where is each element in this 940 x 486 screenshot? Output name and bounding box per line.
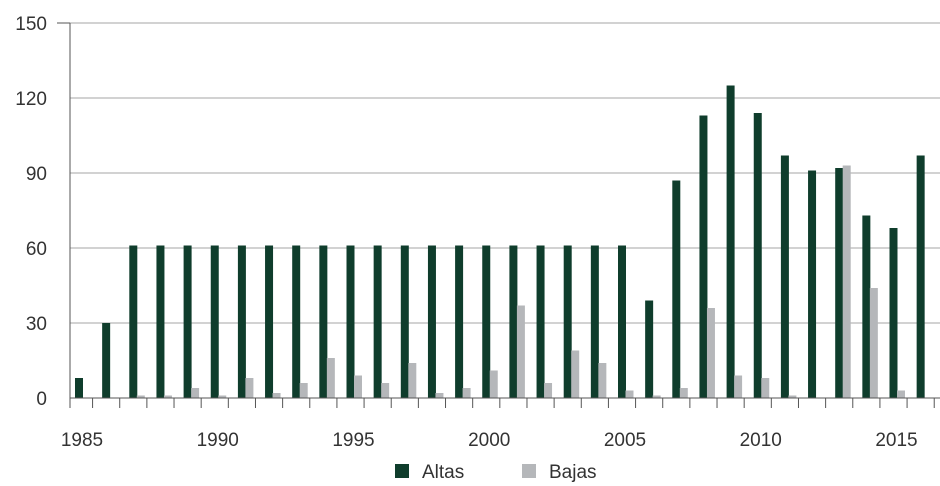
legend: Altas Bajas xyxy=(395,462,597,483)
bar-altas xyxy=(183,245,192,398)
y-tick-label: 30 xyxy=(26,314,47,335)
bar-altas xyxy=(455,245,464,398)
bar-bajas xyxy=(869,288,878,398)
bar-bajas xyxy=(136,395,145,398)
bar-altas xyxy=(916,155,925,398)
bar-bajas xyxy=(381,383,390,398)
bar-altas xyxy=(129,245,138,398)
bar-altas xyxy=(862,215,871,398)
x-tick-label: 2005 xyxy=(604,430,646,451)
bar-bajas xyxy=(652,395,661,398)
x-axis xyxy=(57,22,940,408)
bar-bajas xyxy=(571,350,580,398)
bar-bajas xyxy=(598,363,607,398)
legend-label-bajas: Bajas xyxy=(549,462,597,483)
bar-bajas xyxy=(679,388,688,398)
bar-bajas xyxy=(245,378,254,398)
x-tick-label: 2000 xyxy=(468,430,510,451)
bar-altas xyxy=(889,228,898,398)
bar-bajas xyxy=(897,390,905,398)
bar-altas xyxy=(400,245,409,398)
bar-altas xyxy=(590,245,599,398)
bar-bajas xyxy=(788,395,797,398)
y-tick-label: 0 xyxy=(36,389,47,410)
legend-swatch-bajas xyxy=(522,464,536,478)
bar-bajas xyxy=(408,363,417,398)
x-tick-label: 1985 xyxy=(61,430,103,451)
bar-altas xyxy=(346,245,355,398)
y-tick-label: 90 xyxy=(26,164,47,185)
x-tick-label: 1995 xyxy=(332,430,374,451)
bar-bajas xyxy=(516,305,525,398)
x-tick-label: 2015 xyxy=(875,430,917,451)
y-tick-label: 120 xyxy=(15,89,47,110)
bar-altas xyxy=(265,245,274,398)
bar-bajas xyxy=(218,395,227,398)
x-tick-label: 1990 xyxy=(197,430,239,451)
bar-bajas xyxy=(842,165,851,398)
bar-bajas xyxy=(544,383,553,398)
bar-altas xyxy=(835,168,844,398)
bar-altas xyxy=(319,245,328,398)
bar-bajas xyxy=(625,390,634,398)
bar-bajas xyxy=(706,308,715,398)
x-tick-label: 2010 xyxy=(740,430,782,451)
bar-bajas xyxy=(326,358,335,398)
bar-altas xyxy=(482,245,491,398)
bar-altas xyxy=(427,245,436,398)
y-tick-label: 60 xyxy=(26,239,47,260)
bar-bajas xyxy=(354,375,362,398)
y-tick-label: 150 xyxy=(15,14,47,35)
bar-altas xyxy=(373,245,382,398)
y-axis-tick-labels: 0 30 60 90 120 150 xyxy=(15,14,47,410)
bar-bajas xyxy=(272,393,281,398)
bar-altas xyxy=(210,245,219,398)
bar-bajas xyxy=(163,395,172,398)
bar-bajas xyxy=(191,388,200,398)
legend-label-altas: Altas xyxy=(422,462,464,483)
bars xyxy=(75,85,925,398)
bar-bajas xyxy=(435,393,444,398)
bar-altas xyxy=(237,245,246,398)
bar-altas xyxy=(536,245,545,398)
bar-altas xyxy=(808,170,817,398)
bar-bajas xyxy=(761,378,770,398)
bar-bajas xyxy=(489,370,498,398)
bar-altas xyxy=(699,115,708,398)
bar-altas xyxy=(618,245,626,398)
bar-altas xyxy=(645,300,654,398)
bar-bajas xyxy=(734,375,743,398)
bar-altas xyxy=(780,155,789,398)
bar-altas xyxy=(156,245,165,398)
x-axis-tick-labels: 1985 1990 1995 2000 2005 2010 2015 xyxy=(61,430,918,451)
bar-altas xyxy=(292,245,301,398)
bar-bajas xyxy=(462,388,471,398)
bar-altas xyxy=(102,323,111,398)
bar-altas xyxy=(509,245,518,398)
bar-bajas xyxy=(299,383,308,398)
bar-altas xyxy=(753,113,762,398)
bar-altas xyxy=(726,85,735,398)
bar-altas xyxy=(563,245,572,398)
bar-altas xyxy=(672,180,681,398)
bar-altas xyxy=(75,378,83,398)
legend-swatch-altas xyxy=(395,464,409,478)
